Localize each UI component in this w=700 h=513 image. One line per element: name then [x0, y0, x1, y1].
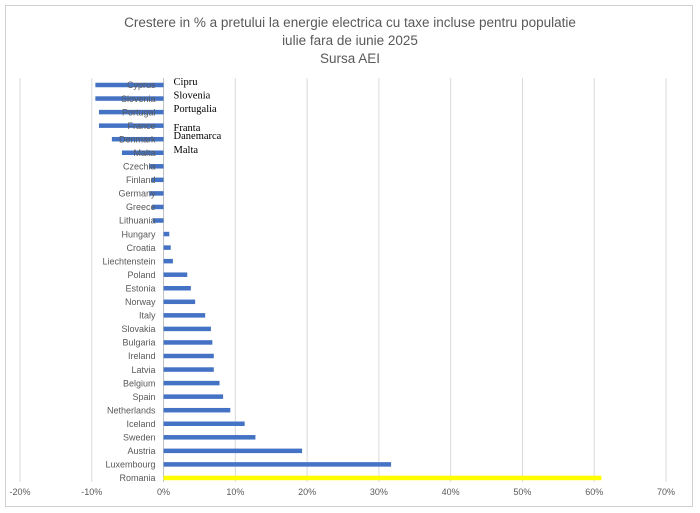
category-label: Ireland	[128, 351, 156, 361]
bar-luxembourg	[163, 462, 392, 467]
bar-slovakia	[163, 326, 211, 332]
bar-iceland	[163, 421, 245, 426]
bar-italy	[163, 313, 206, 318]
category-label: France	[128, 121, 156, 131]
category-label: Hungary	[122, 229, 157, 239]
chart-frame	[5, 5, 693, 507]
category-label: Greece	[126, 202, 156, 212]
bar-romania	[163, 475, 602, 481]
bar-norway	[163, 299, 196, 305]
category-label: Slovenia	[121, 94, 156, 104]
bar-finland	[151, 177, 164, 183]
category-label: Croatia	[127, 243, 156, 253]
category-label: Latvia	[132, 365, 156, 375]
category-label: Romania	[120, 473, 156, 483]
category-label: Malta	[134, 148, 156, 158]
bar-netherlands	[163, 407, 231, 413]
x-tick-label: 50%	[513, 487, 531, 497]
chart-title-line-2: iulie fara de iunie 2025	[282, 33, 418, 48]
bar-cyprus	[95, 82, 164, 88]
bar-malta	[121, 150, 164, 155]
bar-france	[98, 123, 164, 128]
bar-greece	[152, 204, 164, 210]
category-label: Liechtenstein	[103, 256, 156, 266]
category-label: Denmark	[119, 134, 156, 144]
x-tick-label: -10%	[81, 487, 102, 497]
bar-czechia	[149, 164, 164, 169]
category-label: Netherlands	[107, 405, 156, 415]
x-tick-label: 70%	[657, 487, 675, 497]
annotation-label: Cipru	[174, 77, 199, 88]
bar-bulgaria	[163, 340, 213, 345]
bar-estonia	[163, 286, 191, 291]
x-tick-label: -20%	[9, 487, 30, 497]
bar-ireland	[163, 353, 214, 359]
category-label: Germany	[119, 189, 157, 199]
annotation-label: Franta	[174, 123, 201, 134]
bar-hungary	[163, 231, 170, 237]
category-label: Luxembourg	[106, 460, 156, 470]
category-label: Portugal	[122, 107, 156, 117]
bar-sweden	[163, 435, 256, 440]
category-label: Finland	[126, 175, 156, 185]
category-label: Lithuania	[119, 216, 156, 226]
category-label: Spain	[133, 392, 156, 402]
category-label: Czechia	[123, 162, 156, 172]
category-label: Norway	[125, 297, 156, 307]
x-tick-label: 40%	[442, 487, 460, 497]
bar-slovenia	[95, 96, 164, 101]
chart-title-line-1: Crestere in % a pretului la energie elec…	[124, 15, 576, 30]
category-label: Belgium	[123, 378, 156, 388]
bar-lithuania	[152, 218, 164, 223]
bar-spain	[163, 394, 224, 399]
category-label: Bulgaria	[123, 338, 156, 348]
bar-denmark	[111, 136, 164, 142]
annotation-label: Slovenia	[174, 91, 211, 102]
x-tick-label: 30%	[370, 487, 388, 497]
category-label: Italy	[139, 311, 156, 321]
annotation-label: Portugalia	[174, 104, 217, 115]
category-label: Poland	[128, 270, 156, 280]
category-label: Cyprus	[127, 80, 156, 90]
bar-liechtenstein	[163, 258, 173, 264]
x-tick-label: 0%	[157, 487, 170, 497]
bar-belgium	[163, 380, 220, 386]
bar-croatia	[163, 245, 171, 250]
x-tick-label: 60%	[585, 487, 603, 497]
annotation-label: Malta	[174, 145, 199, 156]
category-label: Sweden	[123, 433, 156, 443]
annotation-label: Danemarca	[174, 131, 222, 142]
category-label: Austria	[128, 446, 156, 456]
bar-portugal	[98, 109, 164, 115]
bar-latvia	[163, 367, 214, 372]
bar-germany	[149, 191, 164, 196]
bar-poland	[163, 272, 188, 277]
x-tick-label: 20%	[298, 487, 316, 497]
category-label: Iceland	[127, 419, 156, 429]
category-label: Slovakia	[122, 324, 156, 334]
bar-austria	[163, 448, 303, 454]
category-label: Estonia	[126, 283, 156, 293]
chart-title-line-3: Sursa AEI	[319, 51, 381, 66]
x-tick-label: 10%	[226, 487, 244, 497]
